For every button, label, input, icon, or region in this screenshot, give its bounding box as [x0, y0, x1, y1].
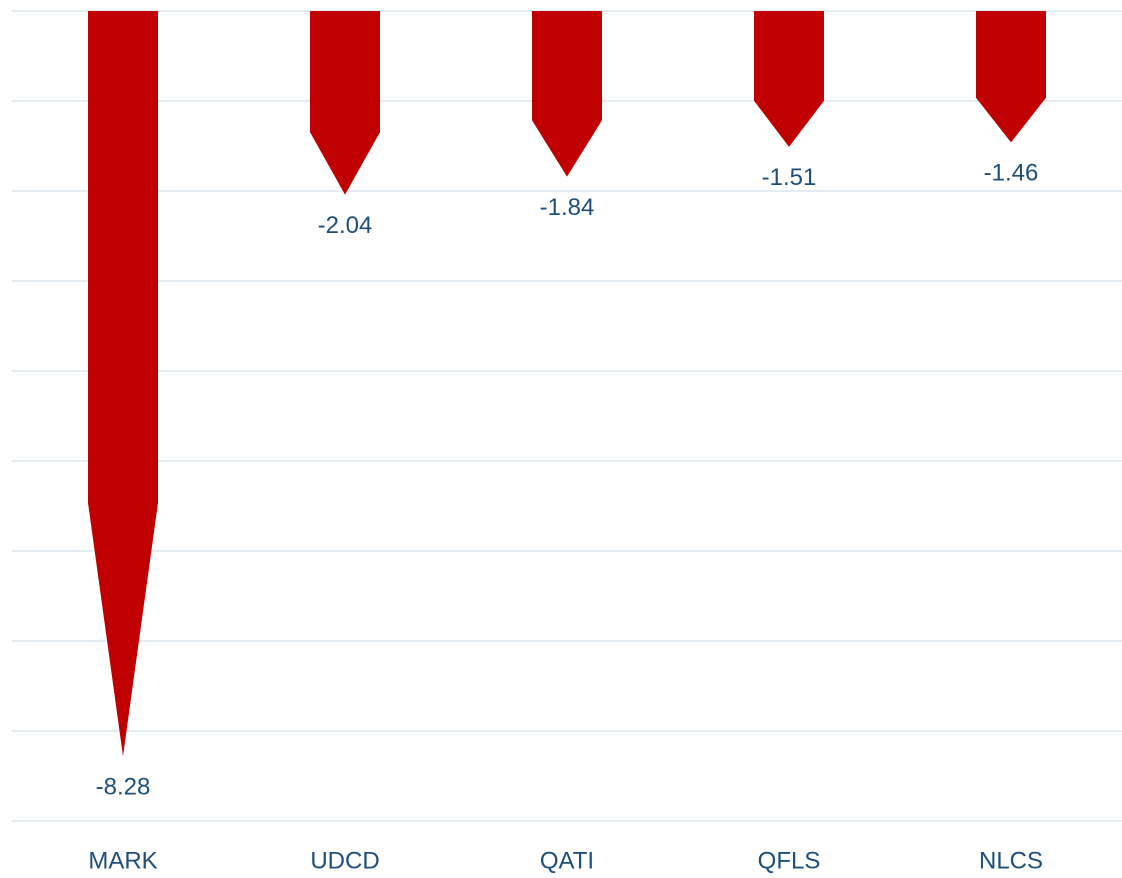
bar	[754, 11, 824, 147]
grid	[12, 10, 1122, 822]
labels: MARK -8.28 UDCD -2.04 QATI -1.84 QFLS -1.51 NLCS…	[88, 160, 1043, 875]
bars	[88, 11, 1046, 757]
bar	[532, 11, 602, 177]
bar	[310, 11, 380, 195]
data-label: -8.28	[96, 774, 151, 801]
x-tick-label: NLCS	[979, 847, 1043, 874]
data-label: -1.84	[540, 194, 595, 221]
data-label: -2.04	[318, 212, 373, 239]
x-tick-label: UDCD	[310, 847, 379, 874]
bar	[976, 11, 1046, 143]
data-label: -1.51	[762, 164, 817, 191]
x-tick-label: MARK	[88, 847, 157, 874]
bar	[88, 11, 158, 757]
x-tick-label: QATI	[540, 847, 594, 874]
x-tick-label: QFLS	[758, 847, 821, 874]
data-label: -1.46	[984, 160, 1039, 187]
